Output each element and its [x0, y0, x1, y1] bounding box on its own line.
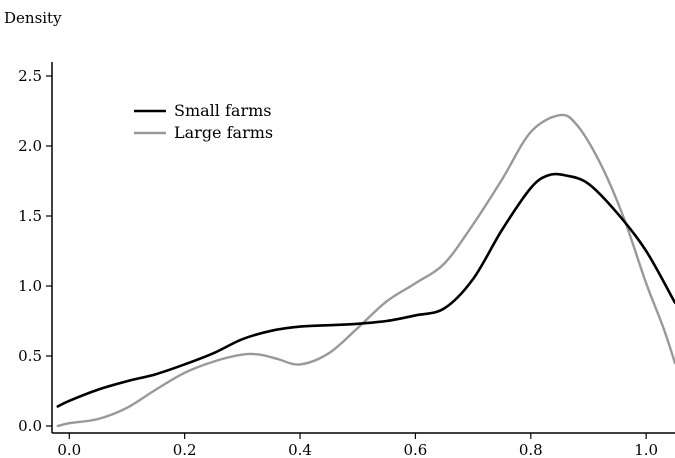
y-tick-label: 0.0: [18, 417, 42, 435]
legend-label-large-farms: Large farms: [174, 123, 273, 142]
y-tick-label: 1.0: [18, 277, 42, 295]
tick-labels: 0.0 0.5 1.0 1.5 2.0 2.5 0.0 0.2 0.4 0.6 0.8 1.0: [18, 67, 658, 458]
x-tick-label: 0.4: [288, 441, 312, 458]
series-lines: [56, 113, 675, 428]
axes: [46, 62, 675, 439]
series-line-small-farms: [56, 172, 675, 408]
series-line-large-farms: [56, 113, 675, 428]
legend: Small farms Large farms: [134, 101, 273, 142]
x-tick-label: 0.2: [173, 441, 197, 458]
y-tick-label: 2.0: [18, 137, 42, 155]
y-tick-label: 0.5: [18, 347, 42, 365]
x-tick-label: 1.0: [634, 441, 658, 458]
y-tick-label: 2.5: [18, 67, 42, 85]
x-tick-label: 0.6: [403, 441, 427, 458]
x-tick-label: 0.8: [519, 441, 543, 458]
y-tick-label: 1.5: [18, 207, 42, 225]
y-axis-title: Density: [4, 9, 62, 27]
legend-label-small-farms: Small farms: [174, 101, 271, 120]
x-tick-label: 0.0: [57, 441, 81, 458]
